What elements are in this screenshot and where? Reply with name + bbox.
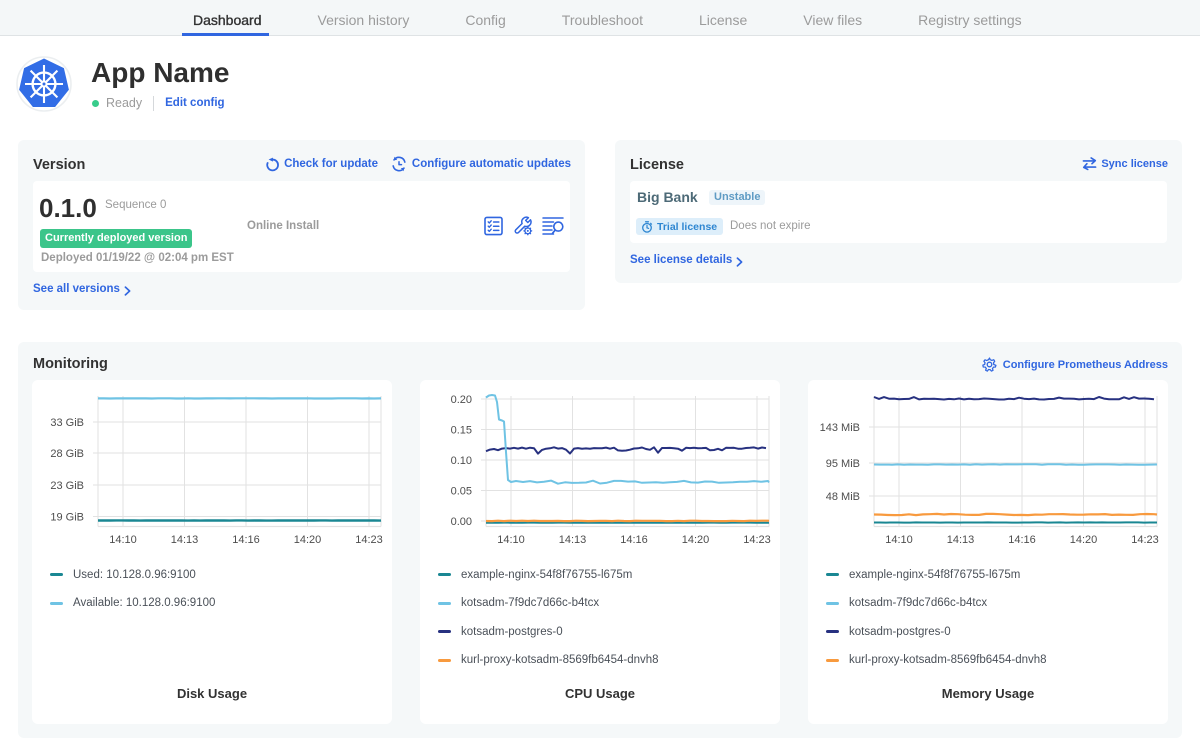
svg-text:14:20: 14:20 — [682, 534, 710, 546]
svg-text:14:13: 14:13 — [171, 534, 199, 546]
svg-text:14:16: 14:16 — [232, 534, 260, 546]
svg-text:14:23: 14:23 — [355, 534, 383, 546]
svg-text:95 MiB: 95 MiB — [826, 458, 860, 470]
svg-text:14:16: 14:16 — [1008, 534, 1036, 546]
svg-text:0.00: 0.00 — [451, 516, 472, 528]
svg-text:0.15: 0.15 — [451, 425, 472, 437]
svg-text:48 MiB: 48 MiB — [826, 491, 860, 503]
svg-text:19 GiB: 19 GiB — [50, 512, 84, 524]
svg-text:14:16: 14:16 — [620, 534, 648, 546]
svg-text:14:10: 14:10 — [497, 534, 525, 546]
svg-text:0.10: 0.10 — [451, 455, 472, 467]
svg-text:143 MiB: 143 MiB — [820, 422, 860, 434]
svg-text:14:10: 14:10 — [885, 534, 913, 546]
svg-text:14:10: 14:10 — [109, 534, 137, 546]
svg-text:0.05: 0.05 — [451, 486, 472, 498]
svg-text:0.20: 0.20 — [451, 394, 472, 406]
svg-text:14:13: 14:13 — [947, 534, 975, 546]
svg-text:23 GiB: 23 GiB — [50, 480, 84, 492]
svg-text:14:13: 14:13 — [559, 534, 587, 546]
svg-text:28 GiB: 28 GiB — [50, 448, 84, 460]
svg-text:14:23: 14:23 — [1131, 534, 1159, 546]
svg-text:14:20: 14:20 — [294, 534, 322, 546]
svg-text:14:20: 14:20 — [1070, 534, 1098, 546]
svg-text:33 GiB: 33 GiB — [50, 417, 84, 429]
svg-text:14:23: 14:23 — [743, 534, 771, 546]
